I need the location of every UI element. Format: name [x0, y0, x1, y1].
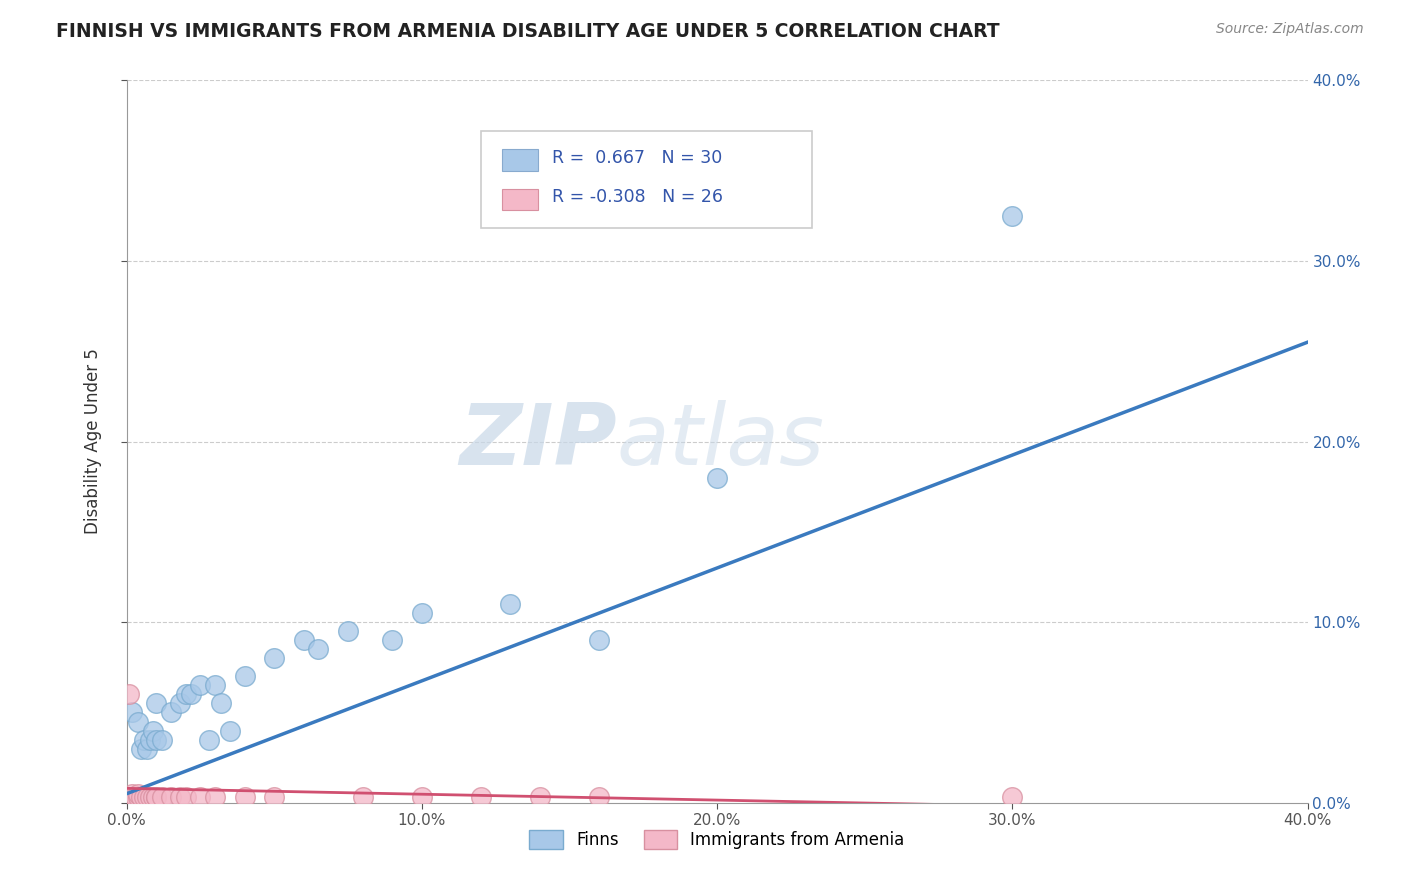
Point	[127, 787, 149, 801]
Point	[139, 732, 162, 747]
Point	[150, 732, 173, 747]
Point	[198, 732, 221, 747]
Point	[129, 741, 153, 756]
Point	[145, 697, 167, 711]
Point	[129, 790, 153, 805]
Point	[352, 790, 374, 805]
Point	[145, 790, 167, 805]
Point	[134, 732, 156, 747]
Point	[121, 787, 143, 801]
Point	[1001, 790, 1024, 805]
Point	[169, 790, 191, 805]
Point	[381, 633, 404, 648]
Point	[470, 790, 492, 805]
Point	[188, 790, 212, 805]
Point	[160, 706, 183, 720]
Point	[169, 697, 191, 711]
Point	[219, 723, 242, 738]
Point	[150, 790, 173, 805]
Point	[204, 678, 226, 692]
Point	[499, 597, 522, 611]
Text: atlas: atlas	[617, 400, 825, 483]
Text: FINNISH VS IMMIGRANTS FROM ARMENIA DISABILITY AGE UNDER 5 CORRELATION CHART: FINNISH VS IMMIGRANTS FROM ARMENIA DISAB…	[56, 22, 1000, 41]
Point	[292, 633, 315, 648]
Point	[204, 790, 226, 805]
Point	[145, 732, 167, 747]
Point	[188, 678, 212, 692]
Point	[136, 741, 159, 756]
Point	[263, 790, 285, 805]
FancyBboxPatch shape	[502, 188, 537, 211]
Point	[160, 790, 183, 805]
Point	[1001, 209, 1024, 223]
FancyBboxPatch shape	[481, 131, 811, 228]
Text: ZIP: ZIP	[458, 400, 617, 483]
Point	[588, 790, 610, 805]
Point	[706, 471, 728, 485]
Point	[127, 714, 149, 729]
Point	[145, 790, 167, 805]
Point	[529, 790, 551, 805]
Point	[124, 790, 146, 805]
Point	[209, 697, 232, 711]
Point	[180, 687, 202, 701]
Point	[411, 790, 433, 805]
Point	[337, 624, 360, 639]
Y-axis label: Disability Age Under 5: Disability Age Under 5	[84, 349, 103, 534]
Point	[139, 790, 162, 805]
Point	[121, 706, 143, 720]
Text: Source: ZipAtlas.com: Source: ZipAtlas.com	[1216, 22, 1364, 37]
Point	[263, 651, 285, 665]
Point	[411, 606, 433, 620]
Point	[136, 790, 159, 805]
Point	[142, 790, 165, 805]
Point	[308, 642, 330, 657]
Point	[134, 790, 156, 805]
FancyBboxPatch shape	[502, 149, 537, 170]
Text: R =  0.667   N = 30: R = 0.667 N = 30	[551, 149, 721, 167]
Point	[127, 790, 149, 805]
Legend: Finns, Immigrants from Armenia: Finns, Immigrants from Armenia	[523, 823, 911, 856]
Point	[588, 633, 610, 648]
Point	[142, 723, 165, 738]
Point	[118, 687, 141, 701]
Point	[174, 687, 197, 701]
Point	[174, 790, 197, 805]
Text: R = -0.308   N = 26: R = -0.308 N = 26	[551, 188, 723, 206]
Point	[233, 790, 256, 805]
Point	[233, 669, 256, 683]
